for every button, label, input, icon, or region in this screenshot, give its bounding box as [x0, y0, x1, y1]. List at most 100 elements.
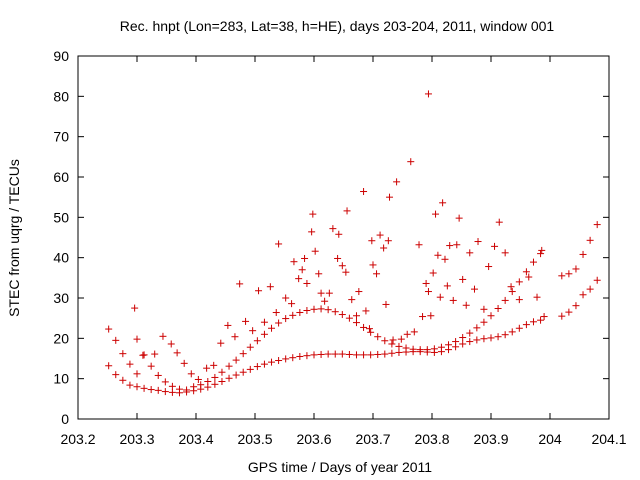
data-point [525, 273, 533, 281]
data-point [508, 288, 516, 296]
data-point [342, 268, 350, 276]
data-point [246, 343, 254, 351]
data-point [345, 314, 353, 322]
data-point [373, 270, 381, 278]
data-point [225, 374, 233, 382]
data-point [289, 311, 297, 319]
data-point [424, 90, 432, 98]
data-point [175, 389, 183, 397]
data-point [449, 296, 457, 304]
data-point [367, 351, 375, 359]
data-point [282, 355, 290, 363]
data-point [462, 301, 470, 309]
data-point [217, 339, 225, 347]
data-point [558, 272, 566, 280]
x-tick-label: 203.4 [178, 431, 213, 447]
data-point [437, 348, 445, 356]
data-point [537, 316, 545, 324]
plot-border [77, 55, 610, 420]
data-point [430, 348, 438, 356]
data-point [367, 328, 375, 336]
data-point [309, 210, 317, 218]
x-tick-label: 203.7 [355, 431, 390, 447]
data-point [368, 237, 376, 245]
data-point [249, 327, 257, 335]
data-point [397, 335, 405, 343]
data-point [272, 309, 280, 317]
x-tick-label: 204.1 [591, 431, 626, 447]
data-point [324, 350, 332, 358]
y-tick-label: 80 [53, 88, 69, 104]
data-point [352, 312, 360, 320]
data-point [515, 296, 523, 304]
data-point [423, 348, 431, 356]
data-point [147, 386, 155, 394]
data-point [515, 278, 523, 286]
x-axis: 203.2 203.3 203.4 203.5 203.6 203.7 203.8 203.9… [60, 56, 627, 447]
data-point [303, 279, 311, 287]
x-tick-label: 203.5 [237, 431, 272, 447]
data-point [231, 333, 239, 341]
x-tick-label: 203.8 [414, 431, 449, 447]
data-point [572, 302, 580, 310]
data-point [211, 380, 219, 388]
data-point [579, 250, 587, 258]
data-point [491, 242, 499, 250]
data-point [203, 364, 211, 372]
y-tick-label: 40 [53, 250, 69, 266]
data-point [495, 218, 503, 226]
data-point [470, 285, 478, 293]
data-point [187, 370, 195, 378]
data-point [459, 334, 467, 342]
data-point [260, 330, 268, 338]
data-point [501, 296, 509, 304]
data-point [112, 371, 120, 379]
data-point [434, 251, 442, 259]
data-point [334, 254, 342, 262]
data-point [105, 362, 113, 370]
y-tick-label: 20 [53, 330, 69, 346]
data-point [416, 348, 424, 356]
data-point [538, 246, 546, 254]
data-point [381, 350, 389, 358]
data-point [310, 305, 318, 313]
data-point [303, 352, 311, 360]
data-point [133, 370, 141, 378]
data-point [303, 307, 311, 315]
data-point [139, 351, 147, 359]
data-point [494, 304, 502, 312]
data-point [507, 283, 515, 291]
y-axis-label: STEC from uqrg / TECUs [6, 159, 22, 317]
data-point [317, 289, 325, 297]
data-point [529, 318, 537, 326]
data-point [288, 300, 296, 308]
data-point [321, 297, 329, 305]
data-point [197, 385, 205, 393]
data-point [236, 280, 244, 288]
data-point [403, 330, 411, 338]
data-point [565, 308, 573, 316]
data-point [119, 350, 127, 358]
data-point [348, 296, 356, 304]
data-point [395, 348, 403, 356]
data-point [311, 247, 319, 255]
data-point [260, 318, 268, 326]
data-point [407, 158, 415, 166]
data-point [298, 266, 306, 274]
data-point [365, 325, 373, 333]
y-tick-label: 90 [53, 48, 69, 64]
data-point [289, 354, 297, 362]
y-tick-label: 50 [53, 209, 69, 225]
x-tick-label: 204 [538, 431, 562, 447]
data-point [126, 381, 134, 389]
data-point [432, 210, 440, 218]
data-point [232, 371, 240, 379]
data-point [480, 335, 488, 343]
data-point [452, 343, 460, 351]
data-point [522, 321, 530, 329]
data-point [275, 357, 283, 365]
data-point [593, 221, 601, 229]
data-point [161, 378, 169, 386]
data-point [384, 237, 392, 245]
